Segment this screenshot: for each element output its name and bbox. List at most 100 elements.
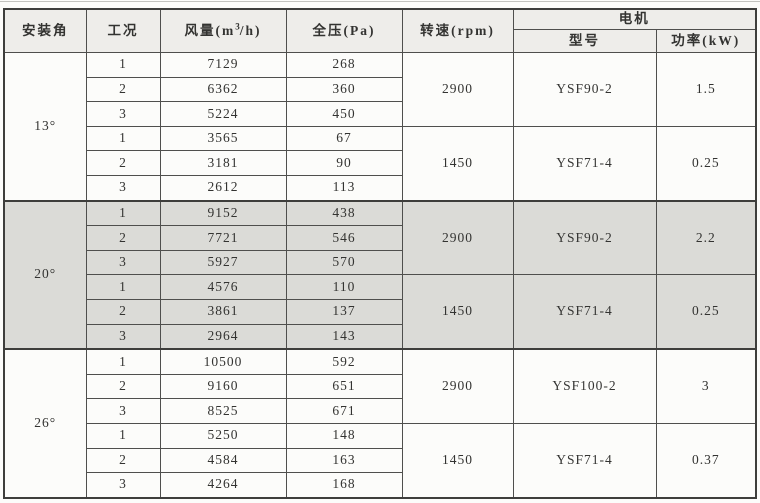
header-angle: 安装角: [3, 8, 87, 53]
header-speed: 转速(rpm): [401, 8, 514, 53]
airflow-cell: 2964: [159, 323, 287, 350]
model-cell: YSF90-2: [512, 52, 657, 127]
pressure-cell: 570: [285, 249, 403, 276]
pressure-cell: 137: [285, 298, 403, 325]
airflow-cell: 4584: [159, 447, 287, 474]
condition-cell: 1: [85, 199, 161, 227]
pressure-cell: 110: [285, 274, 403, 300]
condition-cell: 1: [85, 274, 161, 300]
table-row: 20° 1 9152 438 2900 YSF90-2 2.2: [3, 199, 757, 350]
airflow-cell: 4264: [159, 472, 287, 499]
airflow-cell: 2612: [159, 174, 287, 202]
condition-cell: 3: [85, 174, 161, 202]
airflow-cell: 4576: [159, 274, 287, 300]
speed-cell: 2900: [401, 52, 514, 127]
condition-cell: 3: [85, 398, 161, 424]
table-row: 2 3181 90: [4, 150, 756, 176]
speed-cell: 1450: [401, 125, 514, 202]
airflow-cell: 3565: [159, 125, 287, 152]
power-cell: 0.37: [655, 422, 757, 499]
table-row: 3 8525 671: [4, 398, 756, 424]
pressure-cell: 168: [285, 472, 403, 499]
header-airflow: 风量(m3/h): [159, 8, 287, 53]
header-airflow-superscript: 3: [235, 21, 240, 32]
power-cell: 1.5: [655, 52, 757, 127]
pressure-cell: 671: [285, 398, 403, 424]
power-cell: 0.25: [655, 274, 757, 350]
angle-cell-26: 26°: [3, 348, 87, 499]
power-cell: 3: [655, 348, 757, 424]
airflow-cell: 9152: [159, 199, 287, 227]
table-row: 13° 1 7129 268 2900 YSF90-2 1.5: [3, 51, 757, 202]
model-cell: YSF90-2: [512, 199, 657, 276]
airflow-cell: 8525: [159, 398, 287, 424]
table-row: 3 2612 113: [4, 174, 756, 202]
airflow-cell: 3181: [159, 150, 287, 176]
condition-cell: 2: [85, 298, 161, 325]
top-rule: [0, 1, 760, 2]
header-motor: 电机: [512, 8, 757, 30]
pressure-cell: 592: [285, 348, 403, 375]
table-row: 3 4264 168: [4, 472, 756, 499]
airflow-cell: 7721: [159, 225, 287, 251]
angle-cell-13: 13°: [3, 51, 87, 202]
model-cell: YSF71-4: [512, 422, 657, 499]
power-cell: 2.2: [655, 199, 757, 276]
airflow-cell: 10500: [159, 348, 287, 375]
airflow-cell: 5927: [159, 249, 287, 276]
condition-cell: 1: [85, 125, 161, 152]
model-cell: YSF100-2: [512, 348, 657, 424]
fan-spec-table: 安装角 工况 风量(m3/h) 全压(Pa) 转速(rpm) 电机 型号 功率(…: [3, 8, 757, 499]
pressure-cell: 360: [285, 76, 403, 103]
pressure-cell: 163: [285, 447, 403, 474]
model-cell: YSF71-4: [512, 274, 657, 350]
table-row: 3 5224 450: [4, 101, 756, 127]
header-motor-power: 功率(kW): [655, 29, 757, 53]
condition-cell: 3: [85, 101, 161, 127]
table-row: 1 3565 67 1450 YSF71-4 0.25: [4, 125, 757, 202]
airflow-cell: 5224: [159, 101, 287, 127]
condition-cell: 2: [85, 76, 161, 103]
table-row: 2 3861 137: [4, 298, 756, 325]
header-airflow-suffix: /h): [239, 22, 262, 38]
condition-cell: 1: [85, 422, 161, 449]
speed-cell: 1450: [401, 274, 514, 350]
pressure-cell: 113: [285, 174, 403, 202]
pressure-cell: 90: [285, 150, 403, 176]
header-airflow-prefix: 风量(m: [184, 22, 236, 38]
pressure-cell: 268: [285, 52, 403, 78]
condition-cell: 2: [85, 225, 161, 251]
pressure-cell: 438: [285, 199, 403, 227]
condition-cell: 2: [85, 447, 161, 474]
speed-cell: 1450: [401, 422, 514, 499]
model-cell: YSF71-4: [512, 125, 657, 202]
speed-cell: 2900: [401, 199, 514, 276]
table-row: 26° 1 10500 592 2900 YSF100-2 3: [3, 348, 757, 499]
airflow-cell: 6362: [159, 76, 287, 103]
power-cell: 0.25: [655, 125, 757, 202]
airflow-cell: 7129: [159, 52, 287, 78]
condition-cell: 3: [85, 472, 161, 499]
table-row: 2 6362 360: [4, 76, 756, 103]
airflow-cell: 3861: [159, 298, 287, 325]
header-pressure: 全压(Pa): [285, 8, 403, 53]
table-row: 2 9160 651: [4, 373, 756, 400]
condition-cell: 3: [85, 249, 161, 276]
pressure-cell: 148: [285, 422, 403, 449]
pressure-cell: 67: [285, 125, 403, 152]
table-row: 1 5250 148 1450 YSF71-4 0.37: [4, 422, 757, 499]
condition-cell: 1: [85, 52, 161, 78]
table-row: 3 5927 570: [4, 249, 756, 276]
airflow-cell: 9160: [159, 373, 287, 400]
header-motor-model: 型号: [512, 29, 657, 53]
condition-cell: 2: [85, 150, 161, 176]
condition-cell: 1: [85, 348, 161, 375]
table-row: 1 4576 110 1450 YSF71-4 0.25: [4, 274, 757, 350]
pressure-cell: 143: [285, 323, 403, 350]
angle-cell-20: 20°: [3, 199, 87, 350]
pressure-cell: 546: [285, 225, 403, 251]
condition-cell: 3: [85, 323, 161, 350]
header-condition: 工况: [85, 8, 161, 53]
speed-cell: 2900: [401, 348, 514, 424]
airflow-cell: 5250: [159, 422, 287, 449]
